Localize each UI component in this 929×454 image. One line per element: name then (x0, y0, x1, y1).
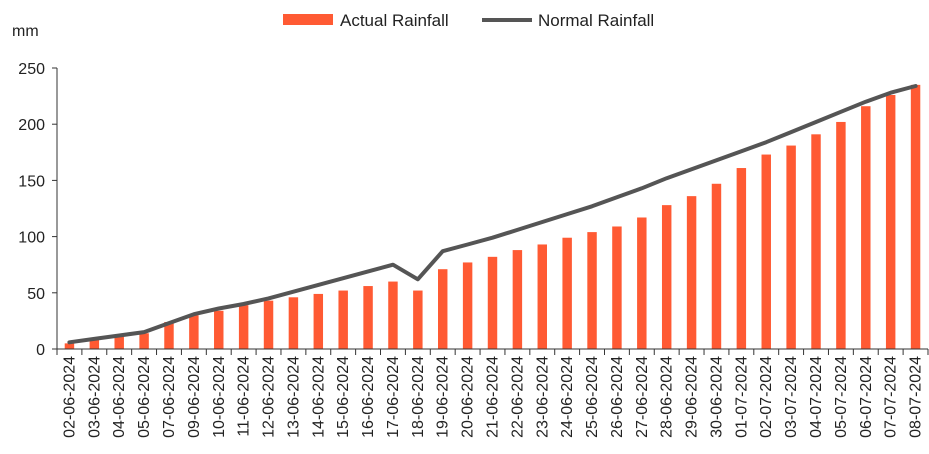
x-tick-label: 08-07-2024 (908, 356, 925, 438)
bar-actual-rainfall (562, 237, 572, 349)
y-tick-label: 0 (36, 342, 45, 359)
bar-actual-rainfall (637, 217, 647, 349)
legend: Actual Rainfall Normal Rainfall (283, 11, 654, 30)
bar-actual-rainfall (214, 310, 224, 349)
x-tick-label: 02-06-2024 (61, 356, 78, 438)
x-tick-label: 15-06-2024 (335, 356, 352, 438)
x-tick-label: 26-06-2024 (609, 356, 626, 438)
bar-actual-rainfall (388, 281, 398, 349)
bar-actual-rainfall (438, 269, 448, 349)
x-tick-label: 06-07-2024 (858, 356, 875, 438)
y-tick-label: 100 (18, 230, 45, 247)
bar-actual-rainfall (238, 305, 249, 349)
bar-actual-rainfall (263, 300, 274, 349)
x-tick-label: 18-06-2024 (410, 356, 427, 438)
bar-actual-rainfall (661, 205, 672, 349)
x-tick-label: 01-07-2024 (733, 356, 750, 438)
bar-actual-rainfall (89, 338, 100, 349)
bar-actual-rainfall (338, 290, 348, 349)
bar-actual-rainfall (114, 336, 124, 349)
bar-actual-rainfall (686, 196, 697, 349)
bar-actual-rainfall (512, 250, 523, 349)
x-tick-label: 30-06-2024 (708, 356, 725, 438)
line-normal-rainfall (67, 84, 918, 345)
x-tick-label: 12-06-2024 (261, 356, 278, 438)
x-tick-label: 05-07-2024 (833, 356, 850, 438)
x-tick-label: 07-07-2024 (883, 356, 900, 438)
x-tick-label: 11-06-2024 (236, 356, 253, 437)
bar-actual-rainfall (811, 134, 821, 349)
x-tick-label: 29-06-2024 (684, 356, 701, 438)
bar-actual-rainfall (64, 343, 75, 349)
x-tick-label: 03-07-2024 (783, 356, 800, 438)
plot-area: 0 50 100 150 200 250 02-06-2024 03-06-2024 04-06… (18, 61, 929, 438)
bar-actual-rainfall (189, 315, 199, 349)
y-tick-label: 50 (27, 286, 45, 303)
x-tick-label: 16-06-2024 (360, 356, 377, 438)
bar-actual-rainfall (139, 333, 149, 349)
x-tick-label: 02-07-2024 (758, 356, 775, 438)
x-tick-label: 09-06-2024 (186, 356, 203, 438)
bar-actual-rainfall (786, 145, 796, 349)
bar-actual-rainfall (612, 226, 622, 349)
x-tick-label: 22-06-2024 (509, 356, 526, 438)
bar-actual-rainfall (587, 232, 597, 349)
x-tick-label: 04-06-2024 (111, 356, 128, 438)
x-tick-label: 14-06-2024 (310, 356, 327, 438)
bar-actual-rainfall (836, 121, 846, 350)
x-tick-label: 28-06-2024 (659, 356, 676, 438)
bar-actual-rainfall (487, 256, 498, 349)
bar-actual-rainfall (537, 244, 547, 349)
bar-actual-rainfall (861, 106, 871, 349)
x-tick-label: 21-06-2024 (485, 356, 502, 438)
y-tick-label: 250 (18, 61, 45, 78)
x-tick-label: 13-06-2024 (285, 356, 302, 438)
legend-swatch-actual (283, 14, 333, 25)
x-tick-label: 25-06-2024 (584, 356, 601, 438)
bar-actual-rainfall (313, 293, 324, 349)
y-tick-label: 200 (18, 117, 45, 134)
legend-label-actual: Actual Rainfall (340, 11, 449, 30)
y-tick-label: 150 (18, 173, 45, 190)
x-tick-label: 04-07-2024 (808, 356, 825, 438)
bar-actual-rainfall (910, 84, 921, 350)
bar-actual-rainfall (462, 262, 473, 349)
y-axis-unit: mm (12, 23, 39, 40)
x-tick-label: 20-06-2024 (460, 356, 477, 438)
bar-actual-rainfall (288, 297, 299, 349)
x-tick-label: 07-06-2024 (161, 356, 178, 438)
legend-label-normal: Normal Rainfall (538, 11, 654, 30)
x-tick-label: 05-06-2024 (136, 356, 153, 438)
x-tick-label: 19-06-2024 (435, 356, 452, 438)
x-tick-label: 17-06-2024 (385, 356, 402, 438)
bar-actual-rainfall (413, 290, 423, 349)
bar-actual-rainfall (363, 286, 373, 349)
bar-actual-rainfall (711, 183, 722, 349)
bar-actual-rainfall (164, 322, 174, 349)
x-tick-label: 03-06-2024 (86, 356, 103, 438)
x-tick-label: 10-06-2024 (211, 356, 228, 438)
bar-actual-rainfall (885, 94, 896, 349)
bar-actual-rainfall (761, 154, 771, 349)
x-tick-label: 24-06-2024 (559, 356, 576, 438)
bar-actual-rainfall (736, 168, 747, 349)
x-tick-label: 27-06-2024 (634, 356, 651, 438)
x-tick-label: 23-06-2024 (534, 356, 551, 438)
